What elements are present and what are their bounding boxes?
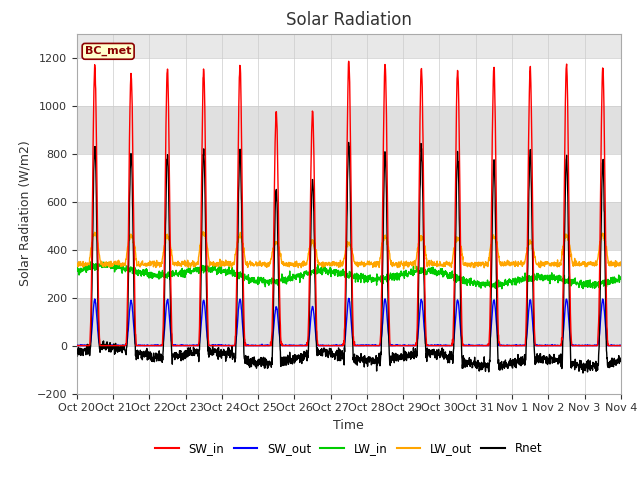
Rnet — [617, 357, 625, 363]
Rnet — [584, 357, 592, 363]
SW_out — [507, 343, 515, 348]
Bar — [77, 106, 621, 154]
Bar — [77, 58, 621, 106]
LW_out — [617, 263, 625, 268]
Rnet — [365, 354, 372, 360]
SW_out — [345, 296, 353, 301]
LW_out — [365, 262, 372, 267]
LW_out — [508, 261, 515, 266]
Rnet — [225, 352, 232, 358]
LW_out — [400, 266, 408, 272]
Bar — [77, 298, 621, 346]
LW_in — [584, 281, 592, 287]
LW_in — [617, 276, 625, 282]
Line: SW_out: SW_out — [77, 299, 621, 346]
LW_out — [570, 259, 577, 265]
Text: BC_met: BC_met — [85, 46, 131, 57]
LW_out — [200, 229, 207, 235]
SW_in — [617, 343, 625, 348]
LW_in — [225, 266, 232, 272]
LW_out — [225, 263, 232, 269]
LW_in — [87, 259, 95, 264]
Rnet — [569, 359, 577, 364]
SW_out — [617, 343, 625, 348]
SW_out — [73, 343, 81, 348]
Bar — [77, 250, 621, 298]
SW_in — [584, 343, 592, 348]
LW_in — [73, 269, 81, 275]
Bar — [77, 346, 621, 394]
LW_in — [596, 287, 604, 292]
Line: LW_in: LW_in — [77, 262, 621, 289]
Rnet — [345, 140, 353, 145]
LW_in — [365, 273, 372, 279]
Rnet — [507, 358, 515, 363]
Legend: SW_in, SW_out, LW_in, LW_out, Rnet: SW_in, SW_out, LW_in, LW_out, Rnet — [151, 437, 547, 460]
SW_out — [225, 342, 232, 348]
LW_out — [73, 261, 81, 266]
SW_in — [225, 343, 232, 348]
SW_out — [365, 342, 372, 348]
LW_out — [376, 255, 384, 261]
SW_in — [73, 343, 81, 348]
SW_in — [507, 343, 515, 348]
SW_out — [376, 341, 384, 347]
Title: Solar Radiation: Solar Radiation — [286, 11, 412, 29]
Y-axis label: Solar Radiation (W/m2): Solar Radiation (W/m2) — [18, 141, 31, 287]
Bar — [77, 154, 621, 202]
LW_in — [376, 276, 384, 281]
LW_out — [584, 262, 592, 268]
Rnet — [376, 358, 384, 363]
SW_in — [365, 343, 372, 348]
Bar — [77, 202, 621, 250]
SW_in — [376, 336, 384, 341]
Line: Rnet: Rnet — [77, 143, 621, 373]
Line: LW_out: LW_out — [77, 232, 621, 269]
Line: SW_in: SW_in — [77, 61, 621, 346]
SW_out — [569, 342, 577, 348]
Rnet — [73, 353, 81, 359]
Rnet — [579, 370, 587, 376]
LW_in — [507, 277, 515, 283]
SW_in — [569, 343, 577, 348]
LW_in — [569, 277, 577, 283]
SW_out — [584, 343, 592, 348]
SW_in — [345, 59, 353, 64]
X-axis label: Time: Time — [333, 419, 364, 432]
